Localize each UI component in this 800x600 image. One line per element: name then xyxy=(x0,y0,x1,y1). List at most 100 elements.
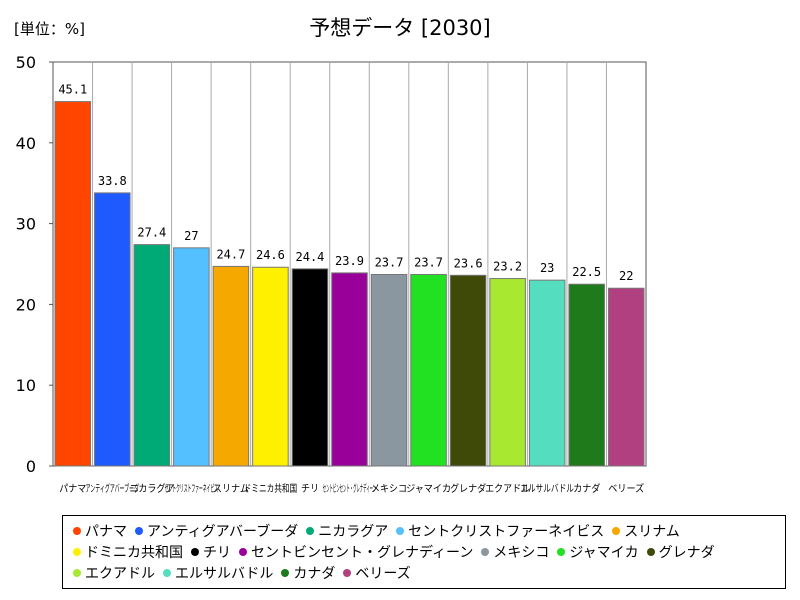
legend-entry: ドミニカ共和国 xyxy=(73,542,183,562)
legend-swatch xyxy=(191,547,199,556)
bar xyxy=(133,244,171,467)
legend-entry: メキシコ xyxy=(481,542,549,562)
legend-swatch xyxy=(481,547,490,556)
chart-legend: パナマ アンティグアバーブーダ ニカラグア セントクリストファーネイビス スリナムドミニ… xyxy=(62,515,786,589)
bar xyxy=(54,101,92,467)
legend-swatch xyxy=(239,547,247,556)
legend-entry: セントクリストファーネイビス xyxy=(396,521,604,541)
legend-label: アンティグアバーブーダ xyxy=(147,523,299,540)
legend-swatch xyxy=(135,526,143,535)
y-tick-label: 40 xyxy=(16,134,36,153)
bar-value-label: 23.7 xyxy=(375,256,404,270)
bar-value-label: 23.6 xyxy=(454,256,483,270)
bar xyxy=(331,272,368,467)
bar xyxy=(212,265,250,467)
bar xyxy=(291,268,329,467)
x-tick-label: ニカラグア xyxy=(129,482,174,495)
legend-swatch xyxy=(281,568,290,577)
bar xyxy=(94,192,131,467)
legend-entry: アンティグアバーブーダ xyxy=(135,521,298,541)
legend-label: ベリーズ xyxy=(355,565,411,582)
bar-value-label: 24.7 xyxy=(216,247,245,261)
bar-value-label: 33.8 xyxy=(98,174,127,188)
legend-entry: ニカラグア xyxy=(306,521,388,541)
legend-swatch xyxy=(612,526,621,535)
legend-swatch xyxy=(73,547,81,556)
legend-label: セントビンセント・グレナディーン xyxy=(251,544,474,561)
x-tick-label: セントビンセント・グレナディーン xyxy=(323,482,377,495)
bar xyxy=(568,283,605,467)
x-tick-label: チリ xyxy=(301,483,319,495)
legend-label: スリナム xyxy=(624,523,680,540)
x-tick-label: ジャマイカ xyxy=(406,483,451,495)
y-tick-label: 30 xyxy=(16,215,36,234)
bar xyxy=(410,274,447,467)
x-tick-label: エルサルバドル xyxy=(520,483,574,495)
legend-swatch xyxy=(306,526,315,535)
bar-value-label: 23.9 xyxy=(335,254,364,268)
x-tick-label: スリナム xyxy=(213,483,249,495)
legend-label: メキシコ xyxy=(493,544,550,561)
chart-title: 予想データ [2030] xyxy=(309,16,491,40)
x-tick-label: アンティグアバーブーダ xyxy=(86,482,140,495)
legend-entry: チリ xyxy=(191,542,231,562)
y-tick-label: 10 xyxy=(16,376,36,395)
legend-swatch xyxy=(343,568,352,577)
legend-label: パナマ xyxy=(85,523,127,540)
bar xyxy=(528,279,566,467)
legend-label: セントクリストファーネイビス xyxy=(408,523,605,540)
x-tick-label: ベリーズ xyxy=(608,482,644,495)
legend-swatch xyxy=(163,568,171,577)
legend-label: カナダ xyxy=(293,565,336,582)
legend-label: エクアドル xyxy=(85,565,155,582)
bar-value-label: 24.6 xyxy=(256,248,285,262)
legend-entry: カナダ xyxy=(281,563,335,583)
bar-value-label: 27.4 xyxy=(137,226,166,240)
legend-entry: ジャマイカ xyxy=(557,542,639,562)
x-tick-label: メキシコ xyxy=(371,484,407,495)
x-tick-label: カナダ xyxy=(573,482,600,495)
unit-label: [単位：%] xyxy=(14,20,85,38)
x-tick-label: エクアドル xyxy=(485,483,530,495)
legend-entry: スリナム xyxy=(612,521,680,541)
bar-chart: 0 10 20 30 40 50 45.1 33.8 27.4 27 24.7 24.6 24.4 23.… xyxy=(16,53,647,495)
legend-row: パナマ アンティグアバーブーダ ニカラグア セントクリストファーネイビス スリナム xyxy=(73,520,775,541)
x-tick-label: ドミニカ共和国 xyxy=(244,483,298,495)
bar-value-label: 23.7 xyxy=(414,256,443,270)
legend-entry: エクアドル xyxy=(73,563,155,583)
legend-swatch xyxy=(396,526,405,535)
bar-value-label: 23 xyxy=(540,261,554,275)
bar xyxy=(252,266,289,467)
bar xyxy=(173,247,210,467)
legend-swatch xyxy=(73,526,81,535)
y-tick-label: 0 xyxy=(26,457,36,476)
x-tick-label: グレナダ xyxy=(450,482,486,495)
legend-row: エクアドル エルサルバドル カナダ ベリーズ xyxy=(73,562,775,583)
y-tick-label: 20 xyxy=(16,295,36,314)
legend-label: エルサルバドル xyxy=(175,565,274,582)
legend-entry: セントビンセント・グレナディーン xyxy=(239,542,473,562)
legend-swatch xyxy=(646,547,655,556)
bar xyxy=(607,287,645,467)
bar-value-label: 45.1 xyxy=(58,83,87,97)
bar xyxy=(370,274,408,467)
bar-value-label: 22 xyxy=(619,269,633,283)
legend-label: ドミニカ共和国 xyxy=(85,544,183,561)
legend-swatch xyxy=(557,547,566,556)
bar xyxy=(449,274,487,467)
legend-entry: グレナダ xyxy=(646,542,715,562)
legend-swatch xyxy=(73,568,81,577)
legend-label: グレナダ xyxy=(658,544,715,561)
y-tick-label: 50 xyxy=(16,53,36,72)
legend-label: ジャマイカ xyxy=(569,544,639,561)
bar-value-label: 24.4 xyxy=(296,250,325,264)
bar-value-label: 23.2 xyxy=(493,260,522,274)
bar xyxy=(489,278,526,467)
x-tick-label: パナマ xyxy=(59,483,86,495)
bar-value-label: 27 xyxy=(184,229,198,243)
x-tick-label: セントクリストファーネイビス xyxy=(165,483,219,495)
legend-entry: ベリーズ xyxy=(343,563,411,583)
legend-label: チリ xyxy=(203,544,231,561)
legend-label: ニカラグア xyxy=(318,523,389,540)
legend-entry: エルサルバドル xyxy=(163,563,273,583)
